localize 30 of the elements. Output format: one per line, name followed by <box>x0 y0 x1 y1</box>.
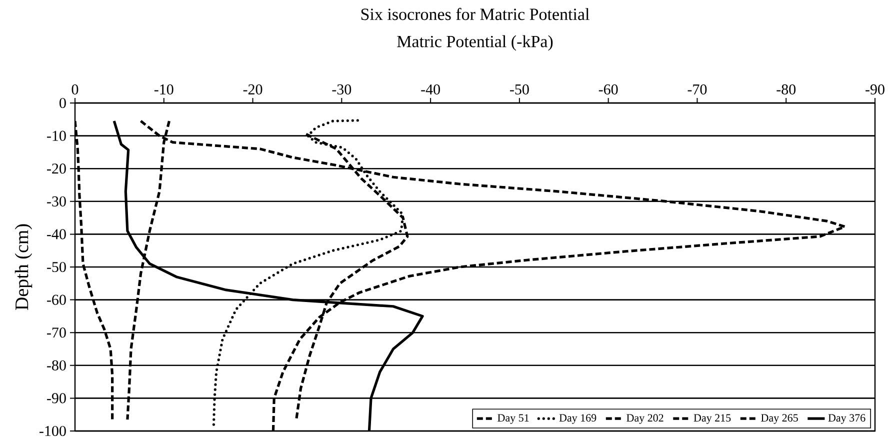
x-tick-label: -60 <box>598 84 618 94</box>
legend-label: Day 376 <box>828 414 866 424</box>
y-tick-label: 0 <box>60 98 66 108</box>
x-tick-label: -70 <box>688 84 707 94</box>
legend-label: Day 202 <box>626 414 664 424</box>
x-tick-label: -10 <box>154 84 174 94</box>
y-tick-label: -30 <box>47 196 66 206</box>
y-tick-label: -10 <box>47 130 66 141</box>
x-axis-title: Matric Potential (-kPa) <box>397 35 553 51</box>
y-tick-label: -70 <box>47 328 66 338</box>
legend-label: Day 51 <box>498 414 529 424</box>
x-tick-label: -50 <box>510 84 529 94</box>
y-axis-title: Depth (cm) <box>14 224 32 310</box>
legend-label: Day 169 <box>559 414 596 424</box>
y-tick-label: -40 <box>47 229 66 240</box>
y-tick-label: -90 <box>47 393 66 404</box>
y-tick-label: -80 <box>47 360 66 370</box>
y-tick-label: -60 <box>47 294 66 305</box>
x-tick-label: -30 <box>332 84 352 94</box>
y-tick-label: -100 <box>40 426 66 436</box>
x-tick-label: -90 <box>866 84 884 94</box>
legend-label: Day 265 <box>761 414 798 424</box>
x-tick-label: -40 <box>421 84 440 94</box>
chart-title: Six isocrones for Matric Potential <box>361 8 590 20</box>
legend-label: Day 215 <box>694 414 731 424</box>
y-tick-label: -20 <box>47 164 66 174</box>
x-tick-label: -20 <box>243 84 262 94</box>
x-tick-label: 0 <box>72 84 78 94</box>
x-tick-label: -80 <box>776 84 796 94</box>
y-tick-label: -50 <box>47 262 66 272</box>
